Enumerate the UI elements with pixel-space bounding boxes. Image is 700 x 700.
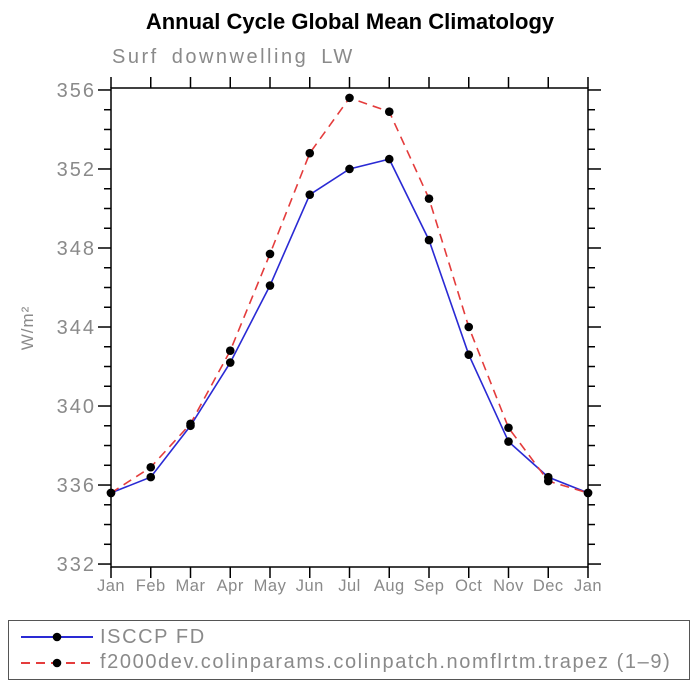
- x-tick-label: Mar: [176, 577, 206, 595]
- x-tick-label: Jul: [338, 577, 361, 595]
- plot-area: W/m² 332 336 340 344 348 352 356 Jan Feb Mar Apr Ma…: [18, 77, 602, 595]
- legend-sample-dashed-line: [21, 658, 93, 668]
- data-point: [265, 249, 275, 259]
- data-point: [504, 423, 513, 433]
- y-tick-label: 340: [57, 396, 96, 418]
- y-tick-label: 352: [57, 159, 96, 181]
- data-point: [146, 462, 156, 472]
- data-point: [265, 281, 275, 290]
- series-line-0: [110, 158, 589, 494]
- data-point: [345, 164, 354, 174]
- y-tick-label: 336: [57, 475, 96, 497]
- x-tick-label: Jan: [574, 577, 602, 595]
- data-point: [464, 350, 474, 359]
- legend-marker-dot: [52, 632, 62, 642]
- data-point: [305, 148, 315, 158]
- data-point: [305, 190, 315, 199]
- chart-title: Annual Cycle Global Mean Climatology: [145, 9, 555, 34]
- data-point: [106, 488, 116, 498]
- x-tick-label: Apr: [217, 577, 244, 595]
- data-point: [583, 488, 593, 498]
- series-layer: [106, 93, 593, 498]
- data-point: [146, 472, 156, 482]
- x-tick-label: May: [254, 577, 287, 595]
- legend-entry-isccp: ISCCP FD: [17, 626, 689, 649]
- y-tick-label: 344: [57, 317, 96, 339]
- x-tick-label: Oct: [455, 577, 482, 595]
- x-tick-label: Jun: [296, 577, 324, 595]
- data-point: [424, 194, 434, 203]
- data-point: [345, 93, 354, 103]
- legend-sample-solid-line: [21, 632, 93, 642]
- data-point: [186, 419, 195, 429]
- x-tick-label: Dec: [533, 577, 564, 595]
- data-point: [225, 346, 235, 356]
- legend-marker-dot: [52, 658, 62, 668]
- y-tick-label: 348: [57, 238, 96, 260]
- series-line-1: [110, 96, 589, 494]
- data-point: [384, 154, 394, 164]
- x-tick-label: Sep: [414, 577, 445, 595]
- plot-box: [110, 87, 589, 568]
- data-point: [464, 322, 474, 332]
- x-tick-label: Nov: [493, 577, 524, 595]
- data-point: [504, 437, 513, 446]
- y-tick-label: 332: [57, 554, 96, 576]
- chart-subtitle: Surf downwelling LW: [112, 46, 355, 68]
- x-tick-label: Jan: [97, 577, 125, 595]
- data-point: [225, 358, 235, 367]
- data-point: [543, 476, 553, 486]
- x-tick-label: Aug: [374, 577, 405, 595]
- data-point: [384, 107, 394, 117]
- x-tick-label: Feb: [136, 577, 166, 595]
- legend-label-isccp: ISCCP FD: [100, 625, 206, 648]
- axes-ticks: 332 336 340 344 348 352 356 Jan Feb Mar Apr May Jun J…: [57, 77, 602, 595]
- legend-label-f2000dev: f2000dev.colinparams.colinpatch.nomflrtm…: [100, 651, 672, 674]
- legend: ISCCP FD f2000dev.colinparams.colinpatch…: [8, 620, 690, 680]
- data-point: [424, 235, 434, 245]
- y-tick-label: 356: [57, 80, 96, 102]
- legend-entry-f2000dev: f2000dev.colinparams.colinpatch.nomflrtm…: [17, 651, 689, 674]
- y-axis-label: W/m²: [18, 306, 37, 351]
